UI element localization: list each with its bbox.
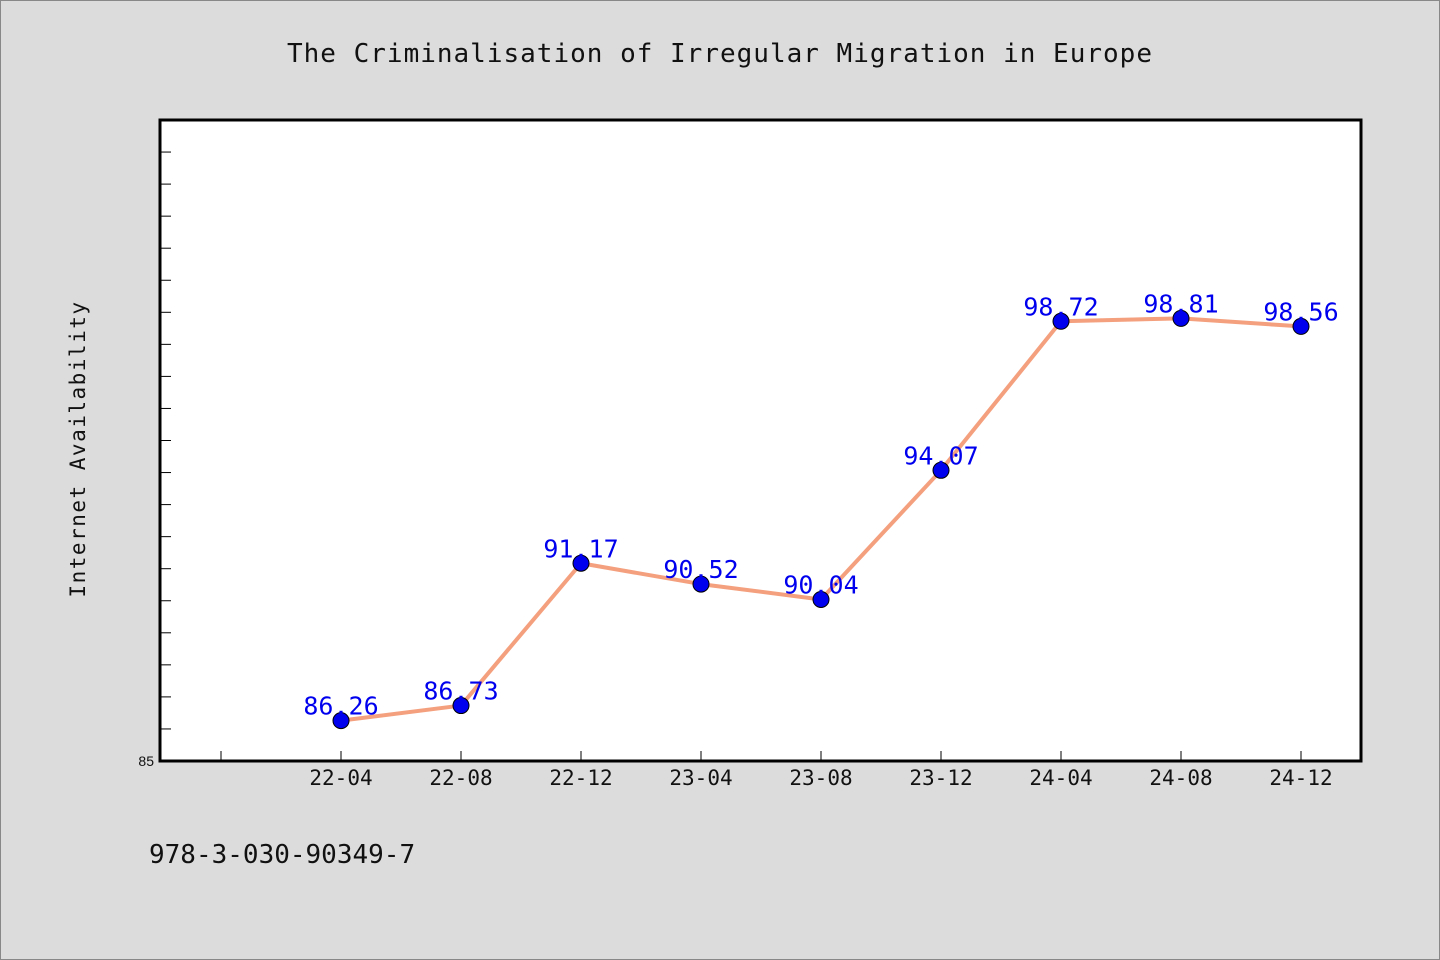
data-label: 98.56 — [1263, 297, 1338, 326]
y-axis-ticks: 85 — [138, 119, 171, 769]
y-axis-label: Internet Availability — [66, 300, 90, 597]
footnote-isbn: 978-3-030-90349-7 — [149, 840, 415, 870]
data-label: 86.26 — [303, 692, 378, 721]
data-point — [452, 697, 470, 715]
data-label: 91.17 — [543, 534, 618, 563]
x-tick-label: 22-04 — [309, 766, 372, 790]
x-tick-label: 22-08 — [429, 766, 492, 790]
x-tick-label: 23-04 — [669, 766, 732, 790]
x-axis-ticks: 22-04 22-08 22-12 23-04 23-08 23-12 24-04 24-08… — [220, 751, 1333, 790]
data-label: 94.07 — [903, 441, 978, 470]
x-tick-label: 23-12 — [909, 766, 972, 790]
data-point — [1052, 312, 1070, 330]
x-tick-label: 23-08 — [789, 766, 852, 790]
data-point — [572, 554, 590, 572]
x-tick-label: 24-04 — [1029, 766, 1092, 790]
data-label: 98.81 — [1143, 289, 1218, 318]
data-point — [332, 712, 350, 730]
data-label: 98.72 — [1023, 292, 1098, 321]
data-label: 90.52 — [663, 555, 738, 584]
data-label: 86.73 — [423, 677, 498, 706]
data-point — [692, 575, 710, 593]
chart-title: The Criminalisation of Irregular Migrati… — [287, 39, 1153, 69]
x-tick-label: 22-12 — [549, 766, 612, 790]
data-label: 90.04 — [783, 570, 858, 599]
x-tick-label: 24-08 — [1149, 766, 1212, 790]
x-tick-label: 24-12 — [1269, 766, 1332, 790]
data-point — [1292, 317, 1310, 335]
data-point — [932, 461, 950, 479]
data-point — [812, 590, 830, 608]
plot-area — [158, 118, 1363, 763]
y-tick-label: 85 — [138, 753, 154, 769]
series-layer: 86.26 86.73 91.17 90.52 90.04 94.07 98.72 98.81… — [303, 289, 1339, 730]
data-point — [1172, 309, 1190, 327]
